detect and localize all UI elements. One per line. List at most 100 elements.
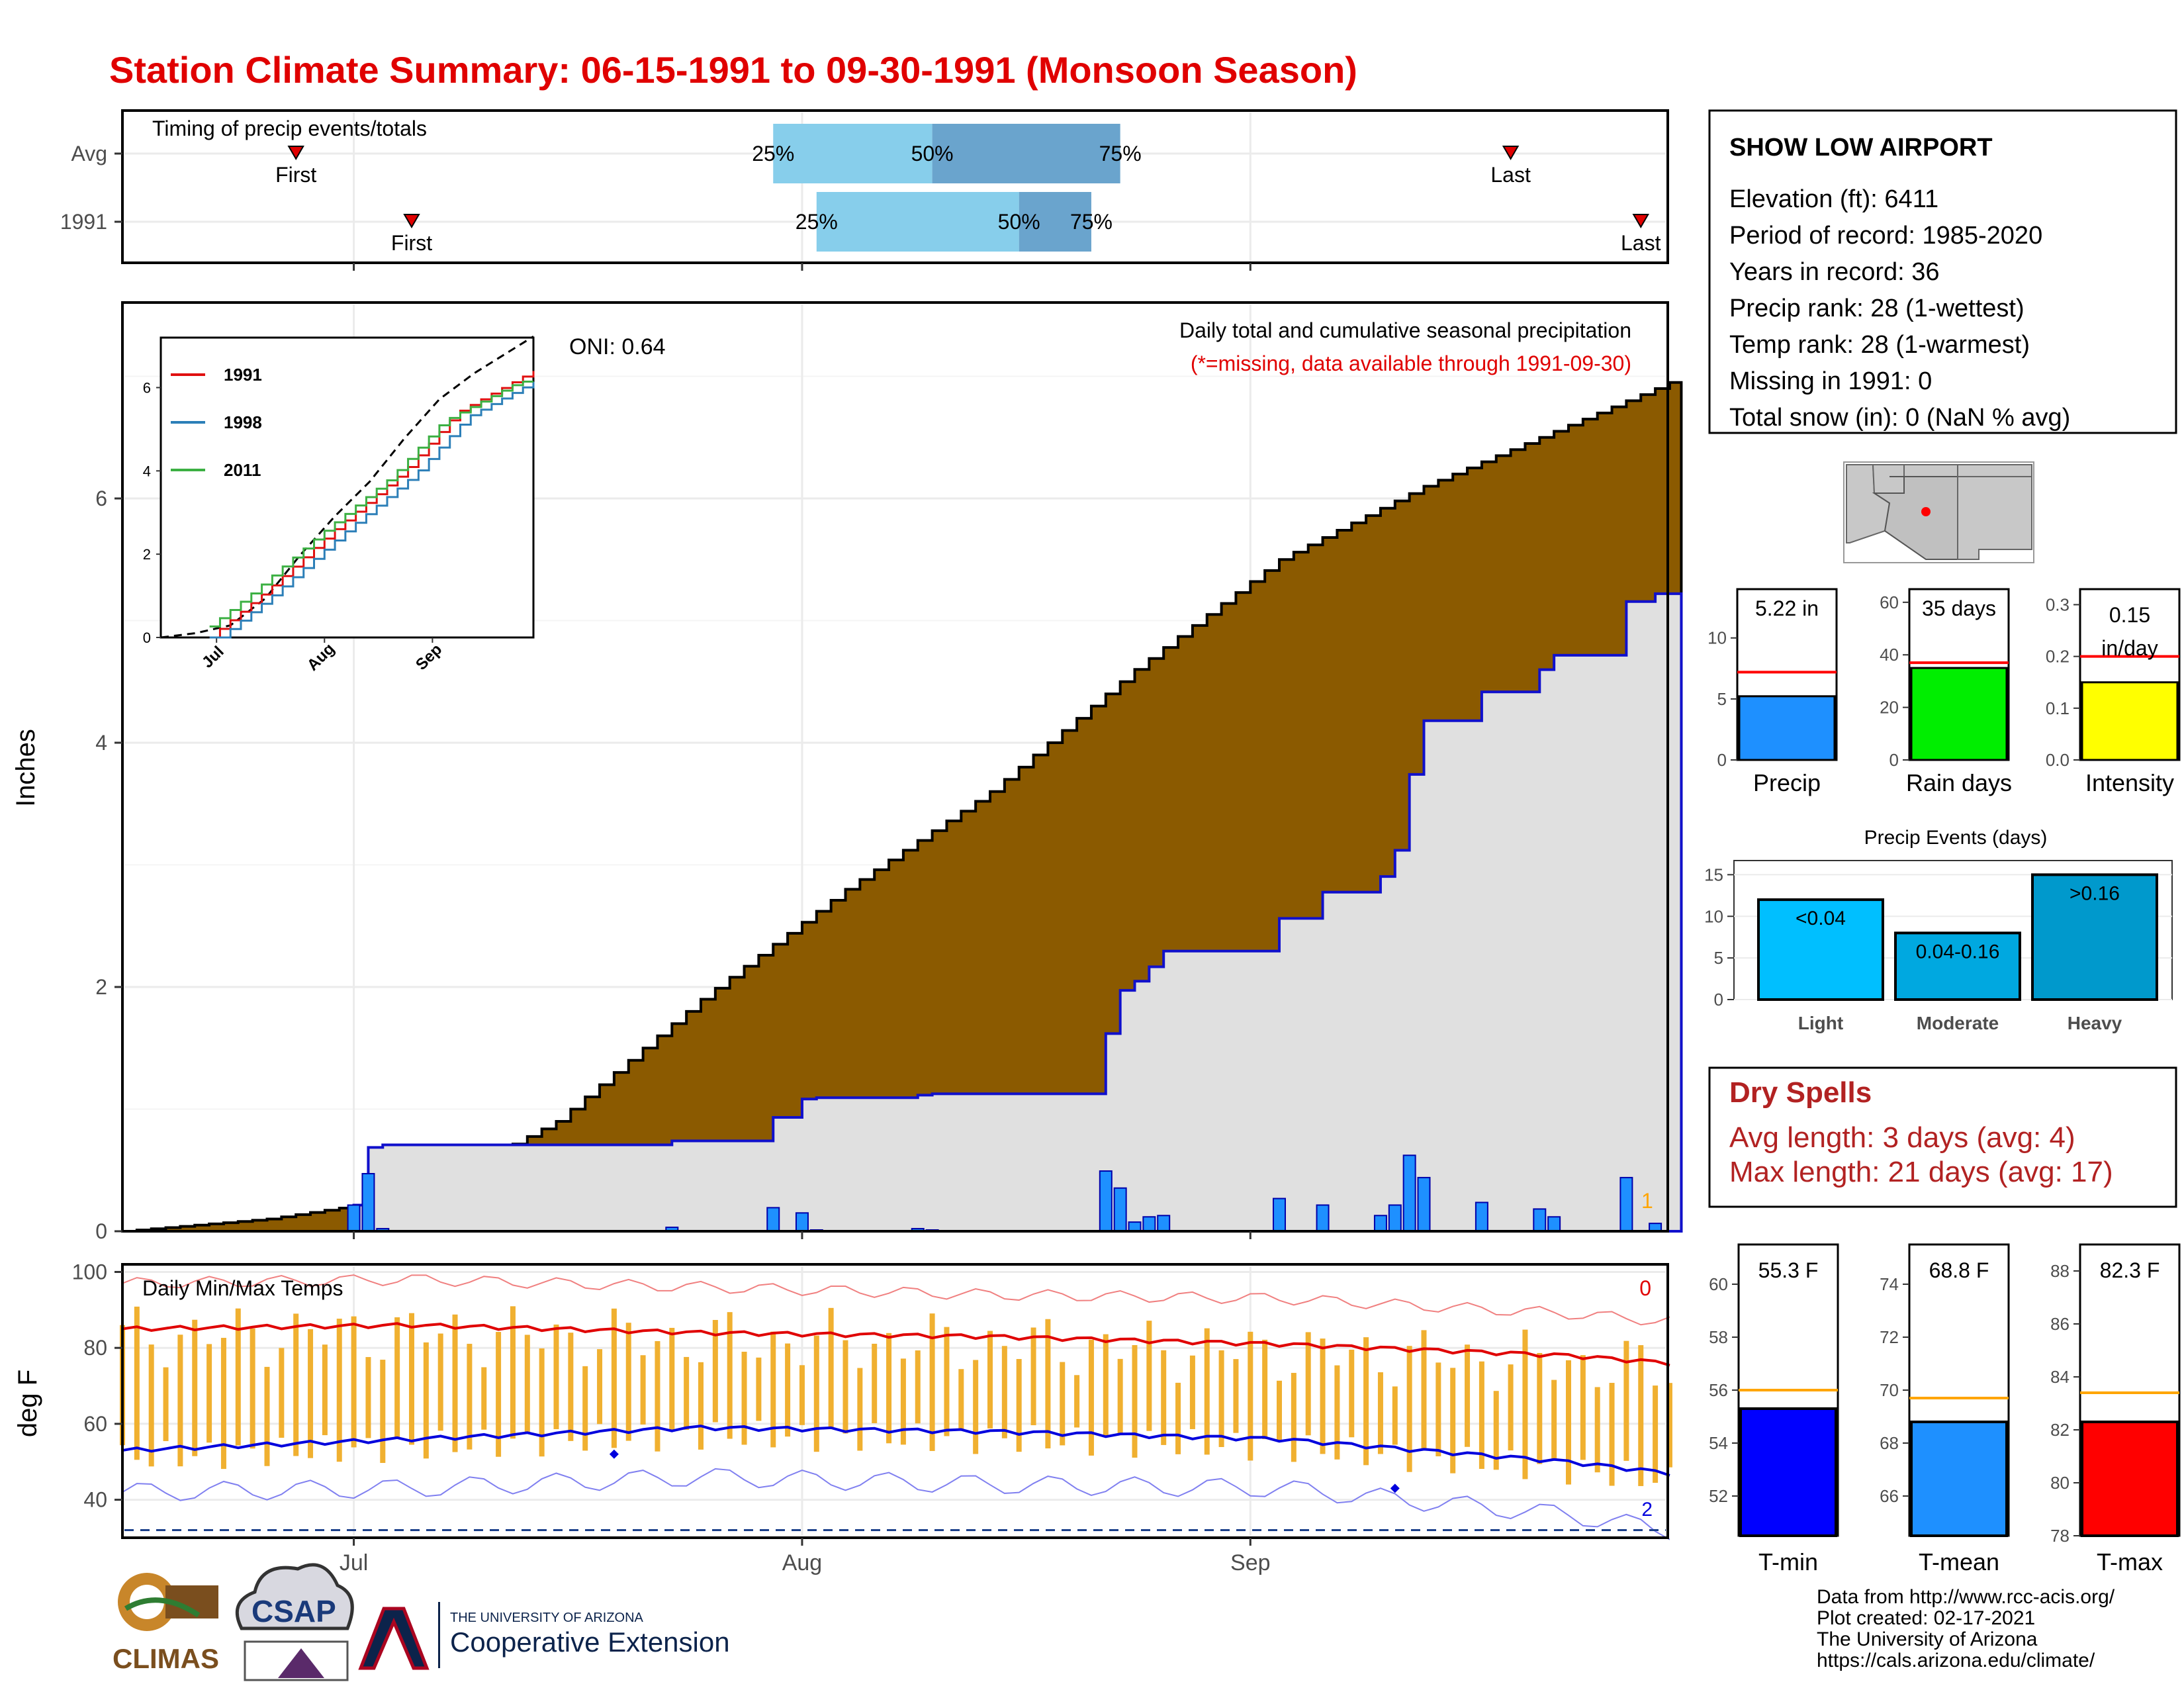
timing-row-label: Avg	[71, 142, 107, 165]
events-bar-label: >0.16	[2070, 882, 2120, 904]
station-name: SHOW LOW AIRPORT	[1729, 134, 1993, 162]
missing-note: (*=missing, data available through 1991-…	[1191, 352, 1631, 375]
daily-temp-bar	[900, 1358, 906, 1445]
inset-legend-label: 1991	[224, 365, 262, 385]
daily-temp-bar	[1262, 1339, 1268, 1440]
daily-temp-bar	[582, 1366, 588, 1451]
temp-gauge-tick-label: 56	[1709, 1380, 1728, 1400]
temp-gauge-tick-label: 72	[1880, 1327, 1899, 1347]
daily-temp-bar	[915, 1350, 921, 1424]
map-state-ut	[1903, 464, 1958, 477]
daily-precip-bar	[1373, 1215, 1387, 1232]
map-state-co	[1957, 464, 2032, 477]
daily-temp-bar	[206, 1344, 212, 1443]
daily-temp-bar	[1623, 1340, 1629, 1461]
temp-gauge-tick-label: 78	[2050, 1526, 2070, 1546]
daily-temp-bar	[655, 1340, 660, 1452]
daily-temp-bar	[669, 1327, 675, 1430]
station-info-line: Period of record: 1985-2020	[1729, 222, 2042, 250]
daily-temp-bar	[857, 1368, 863, 1451]
daily-temp-bar	[264, 1366, 270, 1466]
temp-gauge-tick-label: 70	[1880, 1380, 1899, 1400]
daily-temp-bar	[524, 1335, 530, 1434]
timing-bar-low	[816, 192, 1019, 252]
daily-temp-bar	[177, 1335, 183, 1467]
map-state-nm	[1957, 476, 2032, 560]
daily-temp-bar	[409, 1313, 414, 1445]
daily-temp-bar	[380, 1360, 386, 1463]
daily-temp-bar	[553, 1324, 559, 1429]
precip-ytick-label: 2	[95, 975, 107, 999]
daily-temp-bar	[496, 1332, 502, 1457]
events-category: Light	[1798, 1013, 1843, 1033]
station-info-line: Total snow (in): 0 (NaN % avg)	[1729, 404, 2070, 432]
daily-temp-bar	[1493, 1391, 1499, 1470]
daily-temp-bar	[220, 1338, 226, 1470]
daily-temp-bar	[1161, 1350, 1167, 1445]
last-event-marker	[1502, 146, 1520, 160]
station-info-line: Years in record: 36	[1729, 258, 1940, 286]
gauge-tick-label: 0.3	[2046, 594, 2070, 614]
inset-series-line	[209, 380, 533, 628]
footer-line: The University of Arizona	[1817, 1628, 2038, 1650]
daily-temp-bar	[727, 1312, 733, 1439]
gauge-tick-label: 60	[1880, 592, 1899, 612]
record-low-marker-0	[609, 1449, 619, 1459]
daily-temp-bar	[1566, 1360, 1571, 1485]
dry-spells-box: Dry Spells Avg length: 3 days (avg: 4) M…	[1708, 1066, 2177, 1208]
temp-gauge-tick-label: 54	[1709, 1433, 1728, 1453]
daily-temp-bar	[1233, 1359, 1239, 1433]
temp-gauge-tick-label: 82	[2050, 1420, 2070, 1440]
temp-gauge-value-label: 82.3 F	[2100, 1258, 2160, 1282]
logo-csap-text: CSAP	[251, 1594, 336, 1628]
gauge-bar	[1738, 695, 1836, 761]
daily-temp-bar	[1508, 1364, 1514, 1451]
daily-temp-bar	[1450, 1368, 1456, 1474]
daily-precip-bar	[1142, 1216, 1156, 1233]
station-info-line: Missing in 1991: 0	[1729, 367, 1932, 395]
daily-temp-bar	[1277, 1380, 1282, 1442]
daily-temp-bar	[365, 1357, 371, 1438]
inset-series-line	[209, 381, 535, 639]
daily-temp-bar	[958, 1369, 964, 1429]
dry-spells-frame	[1708, 1066, 2177, 1208]
precip-panel-title: Daily total and cumulative seasonal prec…	[1179, 318, 1631, 342]
inset-ytick-label: 0	[143, 630, 151, 646]
precip-corner-count: 1	[1641, 1189, 1653, 1213]
daily-temp-bar	[1666, 1383, 1672, 1468]
climas-swoosh-icon	[124, 1597, 201, 1618]
events-ytick-label: 0	[1714, 990, 1723, 1009]
temp-gauge-tick-label: 68	[1880, 1433, 1899, 1453]
daily-temp-bar	[1406, 1346, 1412, 1472]
last-event-marker	[1632, 214, 1649, 228]
precip-panel: 0 2 4 6 Inches ONI: 0.64 Daily total and cu…	[11, 301, 1683, 1243]
station-info-line: Temp rank: 28 (1-warmest)	[1729, 331, 2030, 359]
daily-temp-bar	[148, 1344, 154, 1467]
daily-temp-bar	[1088, 1339, 1094, 1456]
events-ytick-label: 10	[1704, 906, 1723, 926]
inset-avg-line	[160, 335, 534, 639]
inset-ytick-label: 6	[143, 380, 151, 397]
daily-temp-bar	[1479, 1361, 1484, 1469]
daily-precip-bar	[1157, 1215, 1171, 1232]
daily-temp-bar	[1132, 1345, 1138, 1458]
daily-precip-bar	[795, 1212, 809, 1232]
dry-spells-max: Max length: 21 days (avg: 17)	[1729, 1156, 2113, 1188]
dry-spells-avg: Avg length: 3 days (avg: 4)	[1729, 1121, 2075, 1154]
daily-temp-bar	[1001, 1346, 1007, 1438]
timing-q75-label: 75%	[1099, 142, 1142, 165]
daily-temp-bar	[336, 1319, 342, 1462]
gauge-name: Intensity	[2085, 769, 2174, 796]
events-bar	[2031, 873, 2158, 1001]
gauge-value-label: 35 days	[1922, 596, 1996, 620]
gauge-tick-label: 0.2	[2046, 647, 2070, 667]
daily-temp-bar	[423, 1342, 429, 1459]
inset-ytick-label: 2	[143, 546, 151, 563]
daily-temp-bar	[134, 1306, 140, 1460]
station-box: SHOW LOW AIRPORT Elevation (ft): 6411 Per…	[1708, 109, 2177, 434]
gauge-bar	[2081, 681, 2179, 761]
daily-precip-bar	[1128, 1221, 1142, 1233]
gauge-tick-label: 40	[1880, 645, 1899, 665]
daily-temp-bar	[1609, 1383, 1615, 1486]
temp-gauge-name: T-min	[1758, 1548, 1818, 1575]
